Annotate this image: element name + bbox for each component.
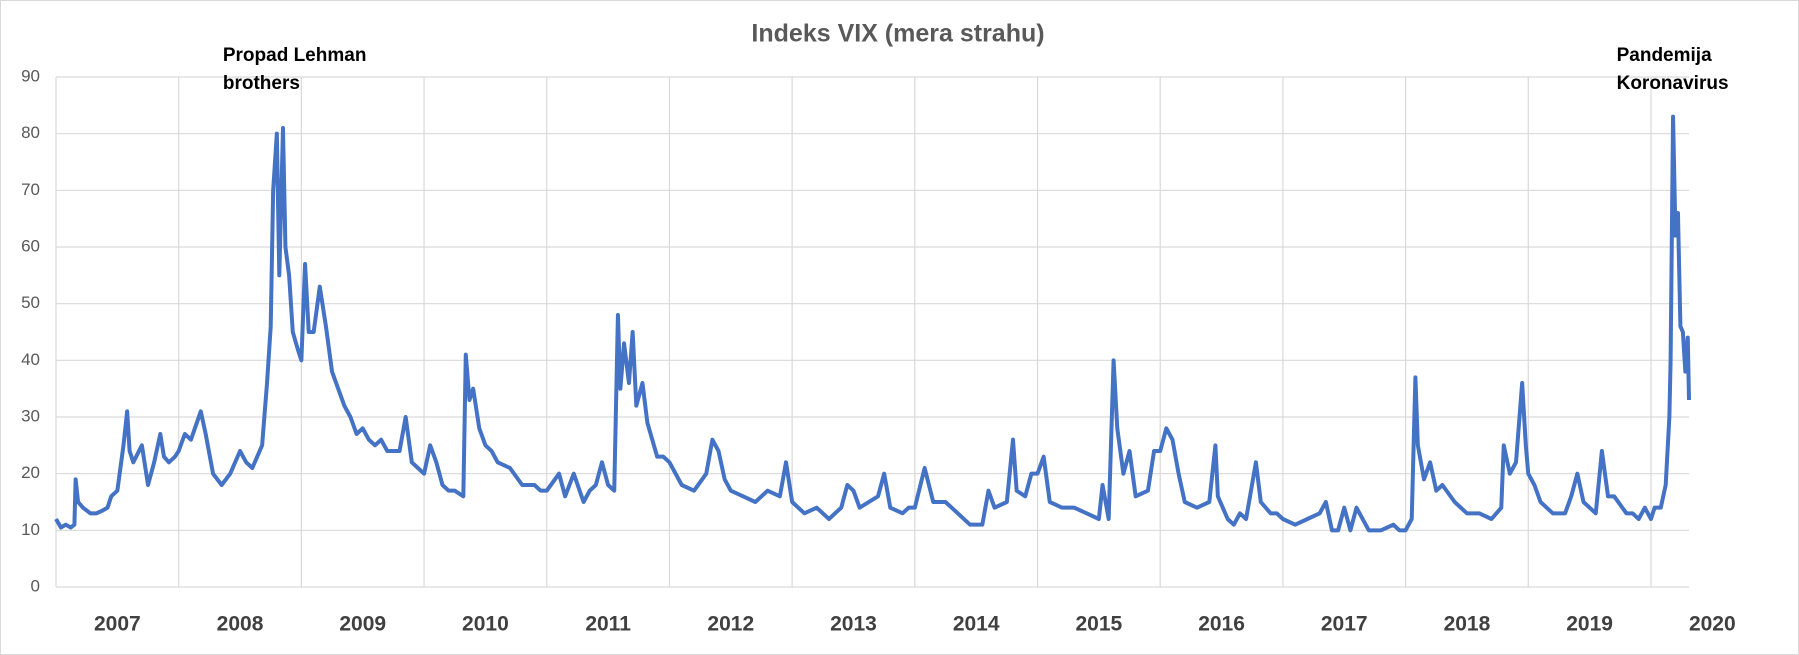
x-tick-label: 2017 [1321, 613, 1368, 636]
y-tick-label: 20 [21, 463, 40, 482]
y-tick-label: 30 [21, 406, 40, 425]
annotation: Pandemija [1617, 45, 1712, 66]
x-tick-label: 2020 [1689, 613, 1736, 636]
series-line [54, 114, 1691, 533]
y-tick-label: 80 [21, 123, 40, 142]
y-tick-label: 90 [21, 66, 40, 85]
annotation: brothers [223, 73, 300, 94]
x-tick-label: 2012 [707, 613, 754, 636]
y-tick-label: 0 [31, 576, 40, 595]
x-tick-label: 2019 [1566, 613, 1613, 636]
y-tick-label: 50 [21, 293, 40, 312]
x-tick-label: 2008 [217, 613, 264, 636]
x-tick-label: 2013 [830, 613, 877, 636]
x-tick-label: 2016 [1198, 613, 1245, 636]
annotation: Koronavirus [1617, 73, 1729, 94]
y-tick-label: 40 [21, 350, 40, 369]
x-tick-label: 2011 [585, 613, 631, 636]
x-tick-label: 2010 [462, 613, 509, 636]
x-tick-label: 2018 [1444, 613, 1491, 636]
annotation: Propad Lehman [223, 45, 367, 66]
x-tick-label: 2015 [1076, 613, 1123, 636]
y-tick-label: 70 [21, 180, 40, 199]
x-tick-label: 2014 [953, 613, 1000, 636]
x-tick-label: 2009 [339, 613, 386, 636]
chart-title: Indeks VIX (mera strahu) [751, 20, 1044, 48]
y-tick-label: 10 [21, 520, 40, 539]
y-tick-label: 60 [21, 236, 40, 255]
x-tick-label: 2007 [94, 613, 141, 636]
